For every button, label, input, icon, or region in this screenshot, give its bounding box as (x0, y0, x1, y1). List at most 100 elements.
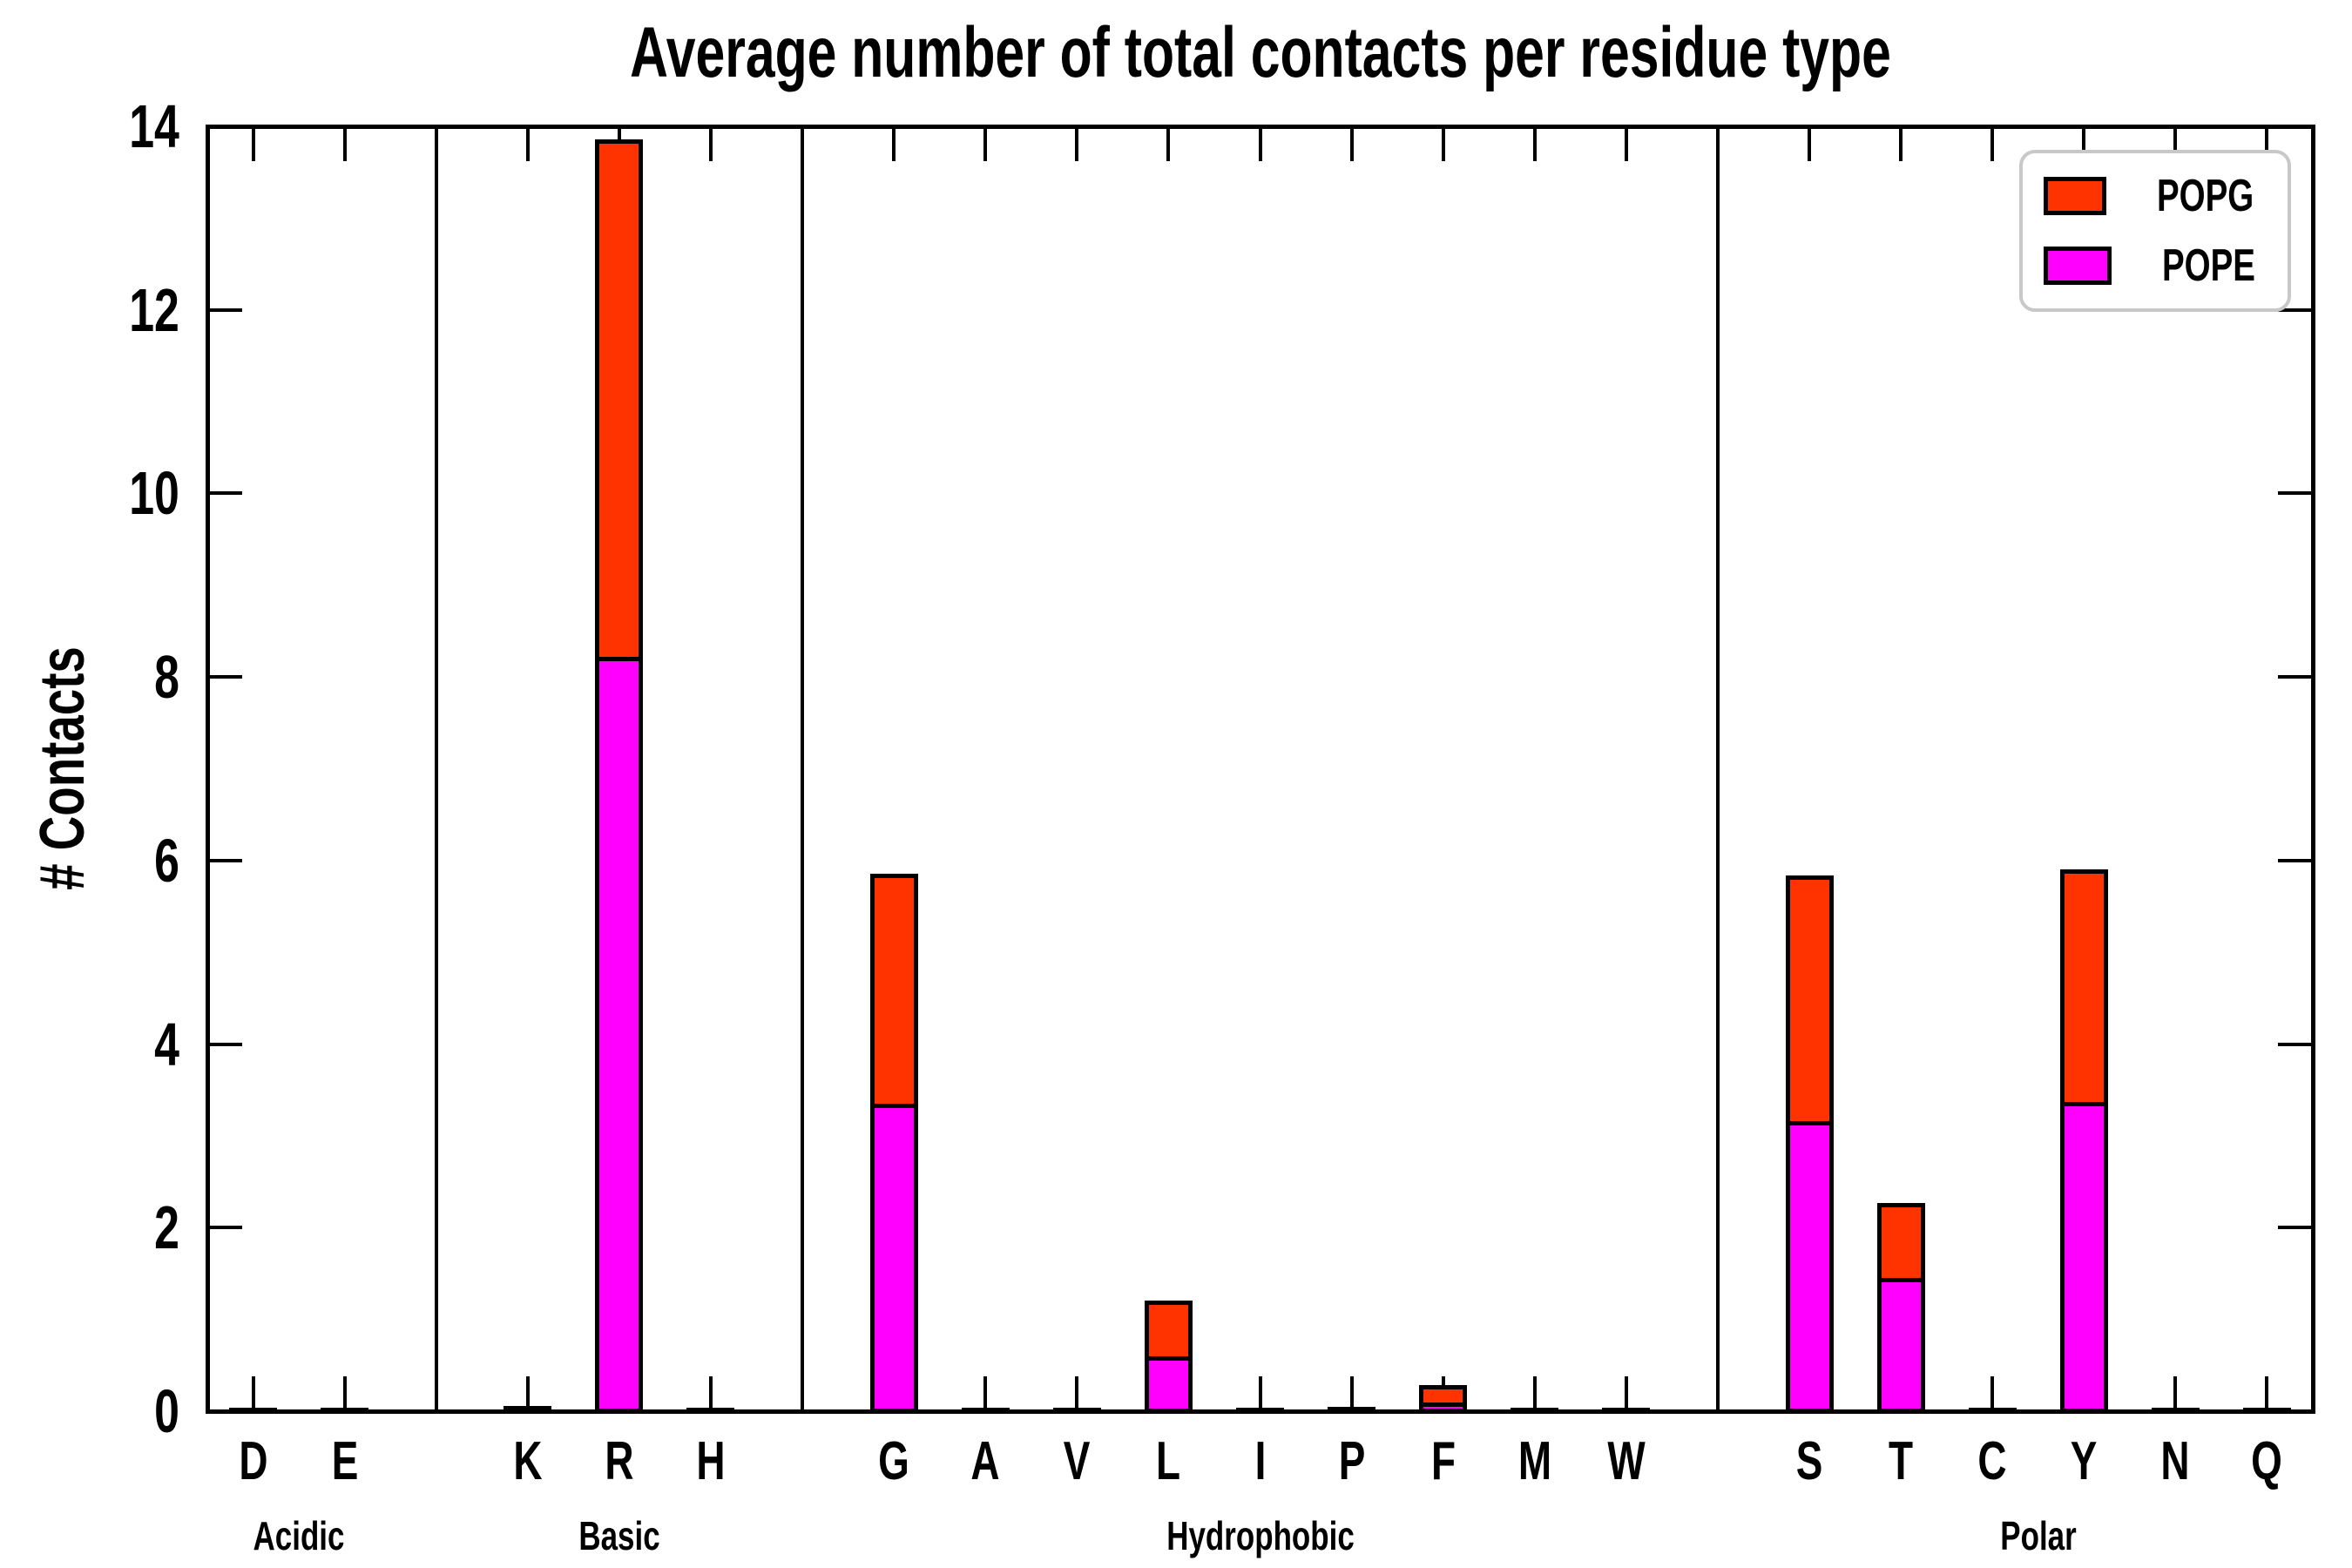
y-tick-right (2278, 308, 2313, 312)
bar-W (1602, 1408, 1651, 1413)
legend-label-pope: POPE (2161, 240, 2255, 291)
x-tick-label-I: I (1254, 1431, 1266, 1491)
x-tick-bottom (1990, 1376, 1995, 1411)
x-tick-label-Y: Y (2070, 1431, 2098, 1491)
pope-color-swatch (2044, 246, 2112, 285)
x-tick-label-V: V (1064, 1431, 1091, 1491)
bar-tiny-I (1236, 1408, 1284, 1413)
x-tick-bottom (2173, 1376, 2178, 1411)
x-tick-label-K: K (513, 1431, 543, 1491)
x-tick-label-G: G (878, 1431, 909, 1491)
legend-label-popg: POPG (2156, 171, 2254, 222)
x-tick-top (1624, 126, 1628, 161)
x-tick-top (1990, 126, 1995, 161)
bar-M (1511, 1408, 1559, 1413)
x-tick-bottom (1624, 1376, 1628, 1411)
x-tick-top (251, 126, 255, 161)
y-tick-left (207, 308, 242, 312)
x-tick-label-C: C (1977, 1431, 2007, 1491)
y-tick-right (2278, 1409, 2313, 1413)
x-tick-bottom (1075, 1376, 1079, 1411)
y-tick-right (2278, 858, 2313, 862)
x-tick-top (1166, 126, 1171, 161)
x-tick-label-P: P (1338, 1431, 1365, 1491)
bar-segment-pope-F (1419, 1402, 1468, 1413)
y-tick-left (207, 1042, 242, 1046)
x-tick-top (1075, 126, 1079, 161)
y-tick-left (207, 1226, 242, 1230)
bar-segment-pope-G (869, 1104, 918, 1413)
x-tick-bottom (1258, 1376, 1262, 1411)
y-tick-left (207, 125, 242, 128)
bar-tiny-W (1602, 1408, 1651, 1413)
y-tick-right (2278, 491, 2313, 496)
bar-Q (2242, 1408, 2291, 1413)
bar-tiny-C (1968, 1408, 2017, 1413)
y-tick-left (207, 675, 242, 679)
x-tick-bottom (1532, 1376, 1537, 1411)
bar-segment-popg-Y (2059, 869, 2108, 1102)
legend-row-popg: POPG (2023, 170, 2288, 222)
left-spine (206, 125, 210, 1414)
bar-S (1785, 875, 1834, 1413)
x-tick-bottom (525, 1376, 530, 1411)
y-tick-right (2278, 125, 2313, 128)
bar-segment-popg-T (1876, 1203, 1925, 1278)
bar-segment-popg-S (1785, 875, 1834, 1121)
y-tick-right (2278, 1042, 2313, 1046)
legend: POPG POPE (2019, 150, 2291, 312)
group-separator (1716, 126, 1720, 1411)
bar-segment-pope-R (595, 657, 644, 1413)
group-label-acidic: Acidic (253, 1513, 345, 1558)
bar-segment-pope-S (1785, 1121, 1834, 1413)
bar-segment-pope-L (1144, 1356, 1193, 1413)
bar-A (961, 1408, 1010, 1413)
x-tick-top (983, 126, 988, 161)
bar-segment-pope-Y (2059, 1102, 2108, 1413)
x-tick-label-A: A (970, 1431, 1000, 1491)
x-tick-top (2173, 126, 2178, 161)
bar-tiny-D (229, 1408, 278, 1413)
x-tick-top (708, 126, 713, 161)
x-tick-top (892, 126, 896, 161)
bar-I (1236, 1408, 1284, 1413)
bar-G (869, 874, 918, 1413)
bar-segment-popg-L (1144, 1301, 1193, 1356)
y-tick-label: 12 (129, 275, 179, 344)
x-tick-label-T: T (1889, 1431, 1914, 1491)
popg-color-swatch (2044, 177, 2106, 216)
x-tick-label-F: F (1430, 1431, 1456, 1491)
bar-tiny-V (1052, 1408, 1101, 1413)
x-tick-top (2082, 126, 2086, 161)
y-tick-left (207, 1409, 242, 1413)
y-tick-label: 6 (154, 826, 179, 895)
y-tick-left (207, 491, 242, 496)
x-tick-label-D: D (238, 1431, 268, 1491)
bar-segment-popg-R (595, 139, 644, 657)
x-tick-top (1899, 126, 1903, 161)
y-tick-right (2278, 675, 2313, 679)
group-label-hydrophobic: Hydrophobic (1166, 1513, 1355, 1558)
bar-segment-popg-G (869, 874, 918, 1104)
x-tick-top (1532, 126, 1537, 161)
bar-N (2151, 1408, 2200, 1413)
bar-T (1876, 1203, 1925, 1413)
group-separator (435, 126, 438, 1411)
y-tick-label: 2 (154, 1193, 179, 1262)
bar-segment-pope-T (1876, 1278, 1925, 1413)
legend-row-pope: POPE (2023, 240, 2288, 292)
x-tick-label-H: H (696, 1431, 726, 1491)
bar-P (1328, 1407, 1376, 1413)
x-tick-top (342, 126, 347, 161)
bar-tiny-H (686, 1408, 735, 1413)
bar-C (1968, 1408, 2017, 1413)
bar-Y (2059, 869, 2108, 1413)
x-tick-bottom (2265, 1376, 2269, 1411)
x-tick-top (1349, 126, 1354, 161)
bar-K (504, 1406, 552, 1413)
bar-V (1052, 1408, 1101, 1413)
x-tick-top (525, 126, 530, 161)
bar-tiny-E (321, 1408, 369, 1413)
bar-F (1419, 1385, 1468, 1413)
